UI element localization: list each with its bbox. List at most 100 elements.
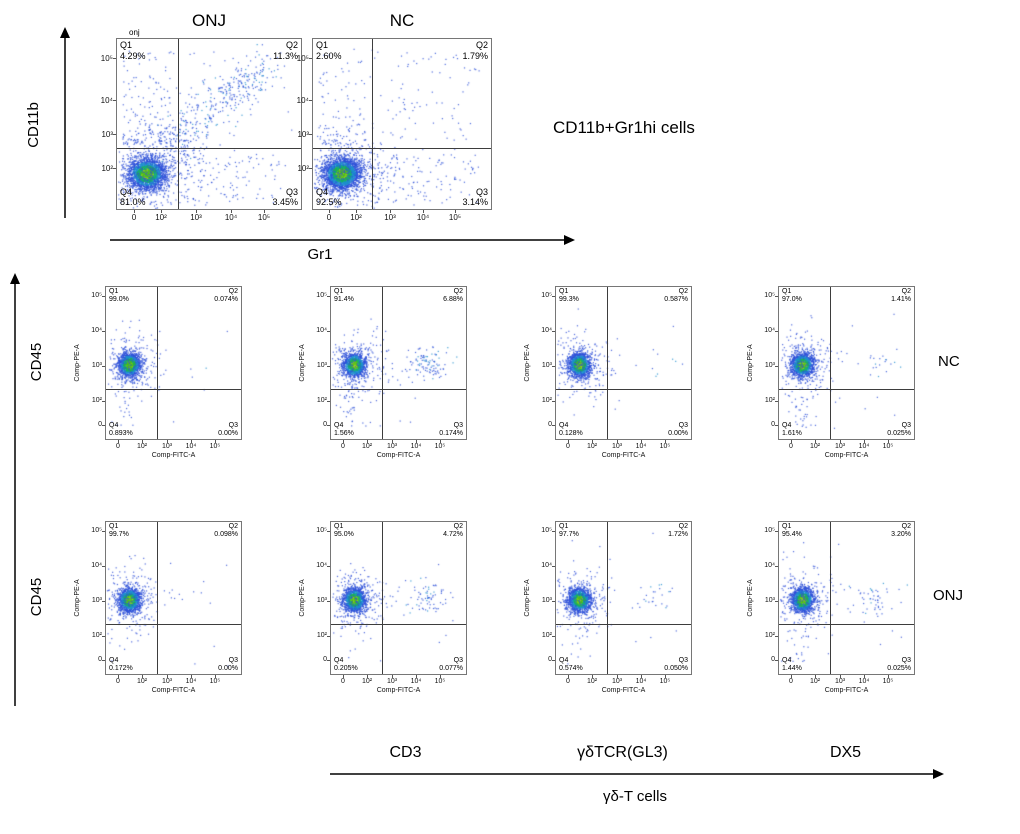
quadrant-name: Q1 bbox=[334, 288, 344, 295]
y-tick-label: 10⁴ bbox=[541, 562, 552, 569]
quadrant-label-q4: Q4 0.205% bbox=[334, 657, 358, 674]
x-tick-mark bbox=[142, 675, 143, 678]
x-tick-label: 10³ bbox=[834, 443, 846, 450]
y-tick-label: 0 bbox=[771, 656, 775, 663]
y-tick-mark bbox=[775, 660, 778, 661]
col-label-cd3: CD3 bbox=[389, 744, 422, 761]
x-tick-mark bbox=[392, 440, 393, 443]
x-tick-mark bbox=[791, 440, 792, 443]
y-tick-label: 10⁴ bbox=[764, 327, 775, 334]
x-tick-label: 10³ bbox=[161, 678, 173, 685]
y-tick-mark bbox=[102, 296, 105, 297]
quadrant-value: 0.128% bbox=[559, 429, 583, 437]
flow-plot-nc-cd11b-gr1: Q1 2.60% Q2 1.79% Q3 3.14% Q4 92.5% 0 10² 10³ 10⁴ 10… bbox=[297, 11, 492, 222]
quadrant-name: Q2 bbox=[453, 288, 463, 295]
y-tick-mark bbox=[327, 660, 330, 661]
y-tick-label: 10³ bbox=[91, 362, 102, 369]
x-tick-label: 10³ bbox=[611, 678, 623, 685]
y-tick-label: 10² bbox=[91, 632, 102, 639]
plot-x-axis-label: Comp-FITC-A bbox=[601, 687, 646, 694]
y-tick-label: 10⁵ bbox=[91, 292, 102, 299]
x-tick-mark bbox=[416, 440, 417, 443]
x-tick-mark bbox=[864, 675, 865, 678]
y-tick-label: 10³ bbox=[91, 597, 102, 604]
x-tick-mark bbox=[134, 210, 135, 213]
quadrant-name: Q2 bbox=[678, 523, 688, 530]
quadrant-label-q3: Q3 0.025% bbox=[887, 422, 911, 439]
quadrant-label-q4: Q4 1.56% bbox=[334, 422, 354, 439]
x-tick-mark bbox=[888, 440, 889, 443]
flow-scatter-canvas-onj-dx5 bbox=[779, 522, 914, 674]
x-tick-label: 10⁴ bbox=[416, 213, 430, 222]
x-tick-label: 10² bbox=[155, 213, 167, 222]
quadrant-label-q4: Q4 0.574% bbox=[559, 657, 583, 674]
plot-x-axis-label: Comp-FITC-A bbox=[376, 452, 421, 459]
x-tick-mark bbox=[343, 675, 344, 678]
quadrant-name: Q4 bbox=[109, 656, 119, 664]
quadrant-value: 0.050% bbox=[664, 664, 688, 672]
y-tick-label: 10³ bbox=[297, 130, 309, 139]
quadrant-name: Q4 bbox=[559, 656, 569, 664]
y-tick-label: 10² bbox=[101, 164, 113, 173]
y-tick-mark bbox=[309, 100, 312, 101]
y-tick-mark bbox=[102, 531, 105, 532]
x-tick-label: 10³ bbox=[190, 213, 202, 222]
quadrant-gate-vertical bbox=[830, 522, 831, 674]
x-tick-mark bbox=[356, 210, 357, 213]
x-tick-label: 0 bbox=[326, 213, 332, 222]
y-tick-mark bbox=[775, 531, 778, 532]
x-tick-mark bbox=[161, 210, 162, 213]
quadrant-name: Q3 bbox=[453, 421, 463, 429]
x-tick-mark bbox=[815, 440, 816, 443]
quadrant-name: Q3 bbox=[475, 186, 488, 197]
quadrant-value: 0.587% bbox=[664, 296, 688, 304]
quadrant-label-q2: Q2 0.587% bbox=[664, 288, 688, 305]
x-tick-label: 10⁴ bbox=[858, 678, 870, 685]
y-tick-label: 10² bbox=[91, 397, 102, 404]
y-tick-mark bbox=[775, 366, 778, 367]
x-tick-label: 0 bbox=[341, 443, 345, 450]
y-tick-mark bbox=[102, 366, 105, 367]
x-tick-label: 10⁵ bbox=[882, 678, 894, 685]
quadrant-label-q2: Q2 1.79% bbox=[462, 40, 488, 61]
quadrant-label-q4: Q4 81.0% bbox=[120, 187, 146, 208]
y-tick-label: 10⁵ bbox=[296, 54, 309, 63]
x-tick-label: 10² bbox=[586, 443, 598, 450]
quadrant-gate-horizontal bbox=[313, 148, 491, 149]
x-tick-label: 10⁵ bbox=[209, 443, 221, 450]
quadrant-label-q4: Q4 0.128% bbox=[559, 422, 583, 439]
y-tick-label: 10⁵ bbox=[764, 527, 775, 534]
plot-y-axis-label: Comp-PE-A bbox=[74, 344, 81, 382]
flow-plot-nc-cd3: Q1 91.4% Q2 6.88% Q3 0.174% Q4 1.56% 0 10² 10³ 10⁴ 1… bbox=[299, 286, 467, 459]
x-tick-mark bbox=[665, 440, 666, 443]
quadrant-name: Q4 bbox=[316, 186, 329, 197]
x-tick-label: 10² bbox=[136, 443, 148, 450]
y-tick-mark bbox=[327, 566, 330, 567]
plot-x-axis-label: Comp-FITC-A bbox=[376, 687, 421, 694]
plot-x-axis-label: Comp-FITC-A bbox=[824, 687, 869, 694]
y-tick-mark bbox=[775, 566, 778, 567]
y-tick-label: 10⁴ bbox=[296, 96, 309, 105]
quadrant-label-q4: Q4 92.5% bbox=[316, 187, 342, 208]
x-tick-mark bbox=[592, 440, 593, 443]
quadrant-value: 0.025% bbox=[887, 664, 911, 672]
plot-x-axis-label: Comp-FITC-A bbox=[151, 687, 196, 694]
quadrant-value: 4.29% bbox=[120, 50, 146, 61]
x-tick-label: 10³ bbox=[384, 213, 396, 222]
quadrant-value: 1.79% bbox=[462, 50, 488, 61]
x-tick-mark bbox=[215, 440, 216, 443]
quadrant-value: 1.56% bbox=[334, 429, 354, 437]
y-tick-mark bbox=[552, 531, 555, 532]
quadrant-value: 1.72% bbox=[668, 531, 688, 539]
quadrant-name: Q3 bbox=[285, 186, 298, 197]
x-tick-mark bbox=[641, 675, 642, 678]
x-tick-mark bbox=[864, 440, 865, 443]
quadrant-label-q3: Q3 0.00% bbox=[668, 422, 688, 439]
quadrant-label-q2: Q2 4.72% bbox=[443, 523, 463, 540]
quadrant-gate-horizontal bbox=[556, 624, 691, 625]
quadrant-name: Q2 bbox=[678, 288, 688, 295]
y-axis-label-cd45-row1: CD45 bbox=[28, 342, 45, 382]
quadrant-name: Q2 bbox=[228, 523, 238, 530]
quadrant-value: 97.7% bbox=[559, 531, 579, 539]
x-tick-label: 10⁵ bbox=[882, 443, 894, 450]
